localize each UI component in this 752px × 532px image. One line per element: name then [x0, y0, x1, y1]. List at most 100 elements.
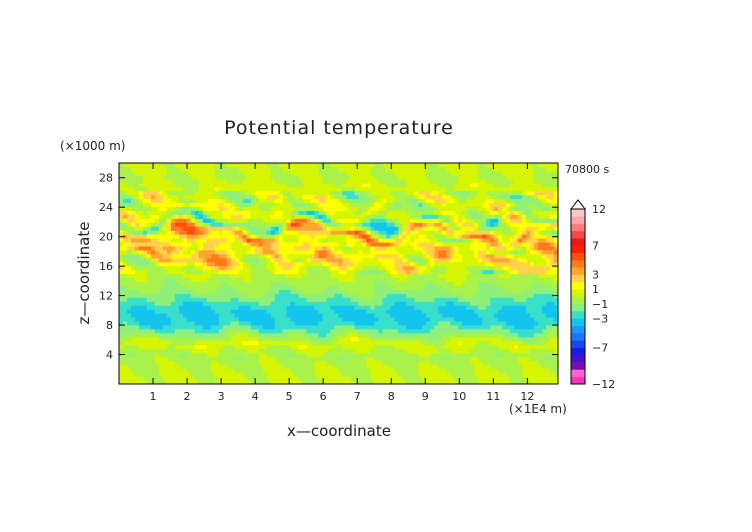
field-cell [238, 222, 244, 227]
field-cell [418, 234, 423, 239]
field-cell [334, 222, 340, 227]
field-cell [198, 364, 204, 369]
field-cell [230, 380, 236, 384]
field-cell [398, 368, 403, 373]
field-cell [166, 249, 172, 255]
field-cell [330, 316, 336, 322]
field-cell [282, 332, 288, 338]
field-cell [222, 253, 228, 259]
field-cell [538, 372, 543, 377]
field-cell [238, 226, 244, 231]
field-cell [322, 245, 328, 251]
field-cell [494, 360, 499, 365]
field-cell [394, 230, 399, 235]
field-cell [502, 245, 507, 251]
field-cell [174, 249, 180, 255]
field-cell [378, 336, 383, 342]
field-cell [378, 269, 383, 275]
field-cell [502, 249, 507, 255]
field-cell [474, 218, 479, 223]
field-cell [298, 218, 304, 223]
field-cell [142, 289, 148, 294]
field-cell [406, 305, 411, 310]
field-cell [234, 273, 240, 279]
field-cell [398, 320, 403, 326]
field-cell [518, 376, 523, 381]
field-cell [198, 348, 204, 354]
field-cell [146, 301, 152, 306]
field-cell [290, 265, 296, 271]
field-cell [402, 348, 407, 354]
field-cell [270, 324, 276, 330]
field-cell [362, 245, 368, 251]
field-cell [126, 368, 132, 373]
field-cell [442, 293, 447, 298]
field-cell [418, 237, 423, 243]
field-cell [398, 352, 403, 357]
field-cell [119, 376, 124, 381]
field-cell [506, 348, 511, 354]
field-cell [202, 214, 208, 219]
field-cell [366, 222, 372, 227]
field-cell [378, 301, 383, 306]
field-cell [230, 234, 236, 239]
field-cell [162, 230, 168, 235]
field-cell [278, 324, 284, 330]
field-cell [530, 234, 535, 239]
field-cell [138, 293, 144, 298]
field-cell [490, 222, 495, 227]
field-cell [430, 332, 435, 338]
field-cell [342, 305, 348, 310]
field-cell [554, 356, 558, 361]
field-cell [334, 320, 340, 326]
field-cell [338, 245, 344, 251]
field-cell [466, 257, 471, 263]
field-cell [234, 222, 240, 227]
field-cell [394, 312, 399, 318]
field-cell [506, 336, 511, 342]
field-cell [358, 316, 364, 322]
field-cell [542, 312, 547, 318]
field-cell [294, 309, 300, 314]
field-cell [478, 249, 483, 255]
field-cell [526, 380, 531, 384]
field-cell [274, 237, 280, 243]
field-cell [490, 277, 495, 282]
field-cell [322, 376, 328, 381]
field-cell [190, 352, 196, 357]
field-cell [446, 245, 451, 251]
field-cell [210, 257, 216, 263]
field-cell [154, 348, 160, 354]
field-cell [334, 344, 340, 350]
field-cell [278, 230, 284, 235]
field-cell [530, 344, 535, 350]
field-cell [294, 332, 300, 338]
field-cell [358, 305, 364, 310]
field-cell [182, 214, 188, 219]
field-cell [210, 312, 216, 318]
field-cell [218, 320, 224, 326]
field-cell [442, 281, 447, 286]
field-cell [286, 281, 292, 286]
field-cell [138, 206, 144, 211]
field-cell [370, 281, 376, 286]
field-cell [338, 297, 344, 302]
field-cell [502, 273, 507, 279]
field-cell [282, 245, 288, 251]
field-cell [130, 285, 136, 290]
field-cell [206, 273, 212, 279]
field-cell [306, 218, 312, 223]
field-cell [126, 297, 132, 302]
field-cell [206, 226, 212, 231]
field-cell [454, 281, 459, 286]
field-cell [366, 320, 372, 326]
field-cell [330, 364, 336, 369]
field-cell [346, 364, 352, 369]
field-cell [526, 210, 531, 215]
field-cell [194, 261, 200, 267]
field-cell [142, 380, 148, 384]
field-cell [226, 332, 232, 338]
field-cell [282, 237, 288, 243]
field-cell [446, 356, 451, 361]
field-cell [314, 356, 320, 361]
